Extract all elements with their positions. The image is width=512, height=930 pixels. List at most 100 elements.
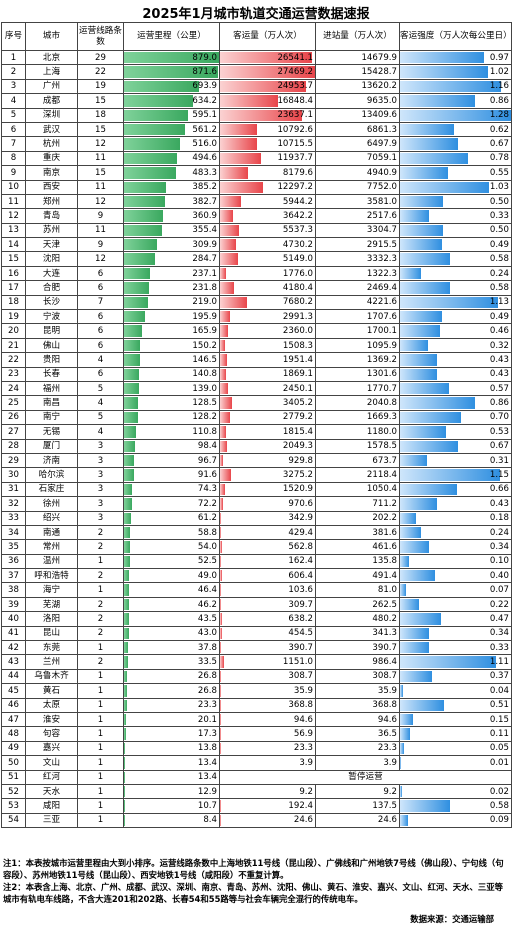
intensity-bar [400, 570, 435, 582]
intensity-value: 0.47 [489, 613, 509, 624]
mileage-bar [124, 642, 129, 654]
intensity-cell: 0.09 [399, 812, 512, 829]
mileage-cell: 494.6 [123, 150, 220, 167]
intensity-cell: 0.53 [399, 424, 512, 440]
ridership-bar [220, 541, 222, 553]
city-cell: 南昌 [25, 395, 78, 411]
intensity-bar [400, 195, 444, 208]
mileage-bar [124, 742, 126, 755]
mileage-cell: 561.2 [123, 121, 220, 138]
lines-cell: 15 [77, 93, 124, 109]
table-row: 17 合肥 6 231.8 4180.4 2469.4 0.58 [1, 280, 512, 296]
intensity-bar [400, 382, 450, 395]
mileage-value: 110.8 [192, 426, 217, 437]
ridership-bar [220, 670, 222, 683]
ridership-bar [220, 167, 249, 179]
intensity-cell: 0.04 [399, 683, 512, 699]
lines-cell: 1 [77, 726, 124, 742]
table-row: 52 天水 1 12.9 9.2 9.2 0.02 [1, 783, 512, 800]
ridership-bar [220, 138, 258, 150]
intensity-cell: 1.28 [399, 107, 512, 123]
city-cell: 天水 [25, 783, 78, 800]
intensity-bar [400, 181, 490, 193]
entries-cell: 7752.0 [315, 179, 400, 195]
data-source: 数据来源：交通运输部 [410, 914, 494, 924]
entries-cell: 341.3 [315, 625, 400, 642]
ridership-cell: 390.7 [219, 640, 316, 656]
mileage-cell: 43.5 [123, 611, 220, 627]
intensity-bar [400, 785, 402, 798]
lines-cell: 2 [77, 596, 124, 613]
intensity-bar [400, 123, 454, 136]
intensity-bar [400, 670, 433, 683]
intensity-value: 0.97 [489, 52, 509, 63]
header-entries: 进站量（万人次） [315, 22, 400, 51]
mileage-value: 61.2 [197, 513, 217, 524]
ridership-cell: 23.3 [219, 740, 316, 757]
rank-cell: 22 [1, 352, 26, 368]
ridership-cell: 10792.6 [219, 121, 316, 138]
intensity-bar [400, 95, 475, 107]
table-row: 29 济南 3 96.7 929.8 673.7 0.31 [1, 452, 512, 469]
entries-cell: 2915.5 [315, 237, 400, 253]
ridership-cell: 3642.2 [219, 208, 316, 224]
ridership-bar [220, 382, 229, 395]
intensity-value: 1.11 [489, 657, 509, 668]
mileage-bar [124, 411, 138, 424]
mileage-value: 879.0 [192, 52, 217, 63]
intensity-bar [400, 454, 427, 467]
intensity-cell: 0.47 [399, 611, 512, 627]
intensity-cell: 0.24 [399, 524, 512, 541]
mileage-value: 494.6 [192, 153, 217, 164]
rank-cell: 46 [1, 697, 26, 713]
intensity-bar [400, 598, 420, 611]
lines-cell: 6 [77, 309, 124, 325]
intensity-value: 0.50 [489, 196, 509, 207]
ridership-value: 56.9 [293, 729, 313, 740]
mileage-value: 43.0 [197, 628, 217, 639]
entries-cell: 1770.7 [315, 380, 400, 397]
ridership-bar [220, 397, 232, 409]
lines-cell: 4 [77, 395, 124, 411]
city-cell: 芜湖 [25, 596, 78, 613]
city-cell: 重庆 [25, 150, 78, 167]
mileage-cell: 284.7 [123, 251, 220, 267]
table-row: 11 郑州 12 382.7 5944.2 3581.0 0.50 [1, 193, 512, 210]
ridership-bar [220, 483, 226, 496]
intensity-value: 0.50 [489, 225, 509, 236]
mileage-bar [124, 627, 129, 640]
ridership-bar [220, 613, 223, 625]
table-row: 40 洛阳 2 43.5 638.2 480.2 0.47 [1, 611, 512, 627]
entries-cell: 711.2 [315, 496, 400, 512]
mileage-value: 195.9 [192, 311, 217, 322]
ridership-cell: 562.8 [219, 539, 316, 555]
entries-cell: 135.8 [315, 553, 400, 570]
ridership-cell: 1520.9 [219, 481, 316, 498]
entries-cell: 2040.8 [315, 395, 400, 411]
rank-cell: 35 [1, 539, 26, 555]
entries-cell: 1669.3 [315, 409, 400, 426]
entries-cell: 3332.3 [315, 251, 400, 267]
city-cell: 贵阳 [25, 352, 78, 368]
entries-cell: 491.4 [315, 568, 400, 584]
rank-cell: 47 [1, 711, 26, 728]
rank-cell: 43 [1, 654, 26, 670]
mileage-cell: 13.8 [123, 740, 220, 757]
lines-cell: 1 [77, 640, 124, 656]
lines-cell: 4 [77, 352, 124, 368]
intensity-value: 1.28 [489, 110, 509, 121]
ridership-cell: 970.6 [219, 496, 316, 512]
intensity-bar [400, 627, 430, 640]
mileage-value: 72.2 [197, 498, 217, 509]
ridership-cell: 9.2 [219, 783, 316, 800]
mileage-value: 360.9 [192, 210, 217, 221]
entries-cell: 390.7 [315, 640, 400, 656]
table-row: 47 淮安 1 20.1 94.6 94.6 0.15 [1, 711, 512, 728]
ridership-value: 1815.4 [282, 426, 313, 437]
lines-cell: 3 [77, 438, 124, 454]
lines-cell: 1 [77, 683, 124, 699]
entries-cell: 13620.2 [315, 78, 400, 95]
intensity-bar [400, 713, 413, 726]
entries-cell: 3304.7 [315, 222, 400, 239]
ridership-value: 1151.0 [282, 657, 313, 668]
